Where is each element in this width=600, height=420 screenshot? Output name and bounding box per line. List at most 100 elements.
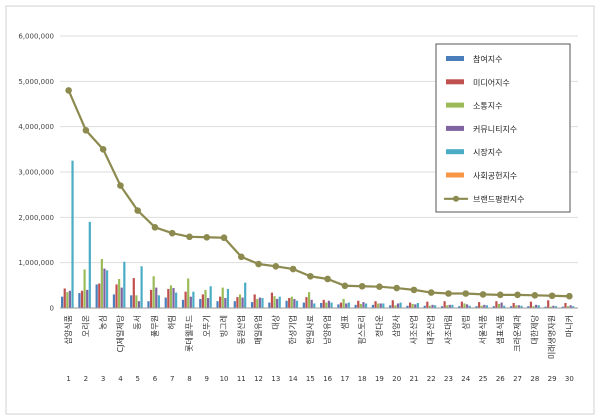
market-bar — [278, 296, 281, 308]
market-bar — [330, 302, 333, 308]
brand-score-point — [134, 207, 141, 214]
media-legend-swatch — [446, 79, 464, 85]
category-number: 8 — [187, 375, 191, 383]
category-label: 남양유업 — [323, 315, 332, 344]
community-bar — [517, 305, 520, 308]
category-label: 삼양식품 — [63, 315, 73, 344]
communication-bar — [411, 303, 414, 308]
participation-bar — [389, 305, 392, 308]
category-number: 11 — [237, 375, 246, 383]
participation-legend-swatch — [446, 56, 464, 61]
category-labels: 삼양식품 오리온 농심 CJ제일제당 동서 풀무원 하림 롯데웰푸드 오뚜기 빙그레 동원산업 매일유… — [63, 314, 574, 359]
participation-bar — [320, 303, 323, 308]
communication-bar — [135, 295, 138, 308]
communication-bar — [187, 278, 190, 308]
media-legend-label: 미디어지수 — [473, 77, 510, 87]
social-legend-label: 사회공헌지수 — [473, 172, 517, 181]
category-label: 농심 — [98, 315, 108, 330]
category-label: 매일유업 — [254, 315, 263, 344]
market-bar — [537, 305, 540, 308]
community-bar — [68, 290, 72, 308]
brand-score-point — [341, 282, 349, 290]
media-bar — [357, 300, 360, 308]
category-label: 삼양사 — [391, 314, 401, 337]
communication-bar — [394, 305, 397, 308]
category-number: 23 — [444, 375, 453, 383]
media-bar — [288, 298, 291, 308]
market-bar — [382, 303, 385, 308]
category-number: 12 — [254, 375, 263, 383]
participation-bar — [561, 306, 564, 308]
category-label: 대주산업 — [426, 315, 436, 344]
market-bar — [485, 305, 489, 308]
social-legend-swatch — [446, 172, 464, 178]
brand-legend-marker — [453, 195, 459, 202]
community-bar — [414, 304, 417, 308]
market-bar — [434, 305, 437, 308]
category-number: 29 — [548, 375, 557, 383]
community-bar — [552, 305, 555, 308]
communication-bar — [290, 296, 293, 308]
communication-bar — [515, 305, 518, 308]
communication-bar — [118, 278, 121, 308]
community-bar — [345, 303, 348, 308]
participation-legend-label: 참여지수 — [473, 54, 502, 64]
community-bar — [293, 298, 296, 308]
participation-bar — [61, 296, 64, 308]
participation-bar — [475, 306, 478, 308]
media-bar — [63, 288, 66, 308]
category-number: 4 — [118, 375, 123, 383]
category-number: 1 — [66, 375, 70, 383]
participation-bar — [199, 298, 202, 308]
media-bar — [374, 301, 377, 308]
category-number: 6 — [153, 375, 158, 383]
market-bar — [468, 305, 471, 308]
category-label: 동원산업 — [236, 315, 246, 344]
brand-score-point — [151, 224, 159, 231]
brand-score-point — [324, 275, 331, 283]
y-tick-label: 6,000,000 — [18, 33, 54, 41]
market-bar — [261, 298, 264, 308]
category-label: 사조산업 — [408, 315, 418, 344]
media-bar — [305, 297, 308, 308]
community-bar — [483, 304, 486, 308]
brand-score-point — [186, 233, 193, 241]
market-bar — [71, 160, 74, 308]
market-bar — [140, 266, 143, 308]
communication-bar — [446, 305, 449, 308]
market-bar — [572, 306, 575, 308]
community-bar — [189, 296, 192, 308]
market-bar — [451, 304, 454, 308]
participation-bar — [302, 302, 305, 308]
category-number: 2 — [84, 375, 88, 383]
market-bar — [399, 302, 402, 308]
participation-bar — [527, 306, 530, 308]
communication-bar — [221, 287, 224, 308]
category-label: 대한제당 — [529, 314, 539, 344]
participation-bar — [250, 302, 254, 308]
brand-legend-label: 브랜드평판지수 — [473, 194, 525, 204]
community-bar — [431, 304, 434, 308]
communication-bar — [549, 306, 552, 308]
communication-bar — [532, 306, 535, 308]
participation-bar — [130, 295, 133, 308]
brand-score-point — [410, 286, 418, 294]
participation-bar — [147, 301, 150, 308]
category-label: 사조대림 — [443, 315, 453, 344]
category-label: 샘표 — [340, 315, 349, 330]
participation-bar — [78, 293, 81, 308]
brand-score-point — [445, 290, 452, 297]
brand-score-point — [514, 291, 521, 299]
community-legend-swatch — [446, 125, 464, 131]
category-number: 9 — [205, 375, 209, 383]
media-bar — [512, 303, 515, 308]
market-bar — [554, 306, 558, 308]
category-label: CJ제일제당 — [115, 314, 125, 352]
market-legend-swatch — [446, 149, 464, 155]
y-tick-label: 5,000,000 — [18, 78, 54, 86]
communication-bar — [342, 298, 345, 308]
communication-bar — [83, 269, 86, 308]
participation-bar — [112, 294, 116, 308]
media-bar — [236, 297, 239, 308]
communication-bar — [325, 302, 328, 308]
